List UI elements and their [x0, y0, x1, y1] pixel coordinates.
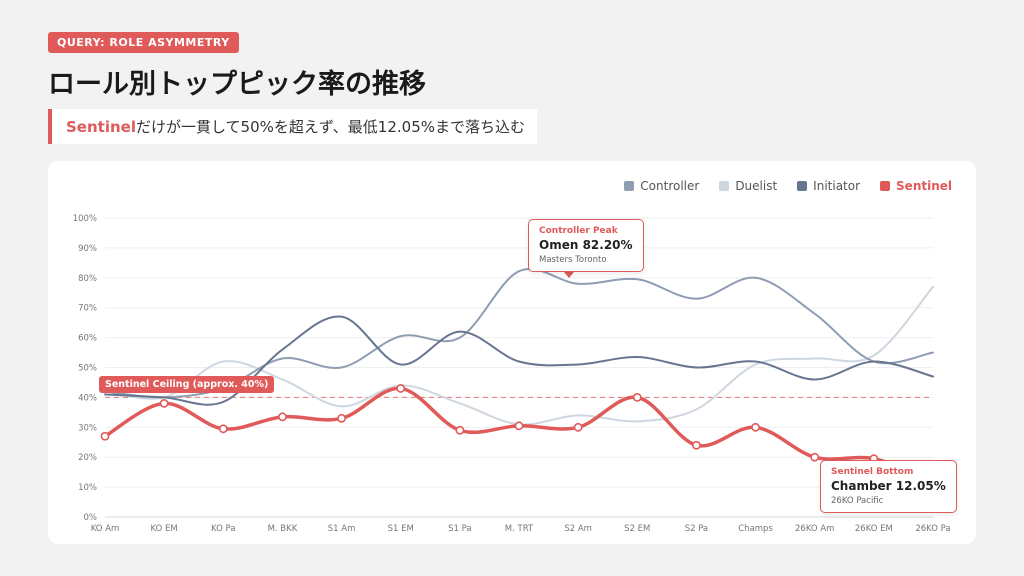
y-tick-label: 90%	[78, 244, 97, 254]
sentinel-point	[218, 424, 228, 434]
sentinel-bottom-event: 26KO Pacific	[831, 496, 884, 506]
x-tick-label: 26KO EM	[855, 524, 893, 534]
sentinel-point	[159, 398, 169, 408]
line-chart: 0% 10% 20% 30% 40% 50% 60% 70% 80% 90% 100% KO Am KO…	[73, 214, 951, 534]
legend-item-duelist[interactable]: Duelist	[719, 179, 777, 193]
x-tick-label: KO EM	[151, 524, 178, 534]
sentinel-point	[751, 422, 760, 432]
legend-swatch-initiator	[797, 181, 808, 191]
x-tick-label: S2 Am	[564, 524, 592, 534]
sentinel-point	[810, 452, 820, 462]
x-tick-label: S1 Am	[328, 524, 356, 534]
sentinel-point	[573, 422, 583, 432]
y-tick-label: 60%	[78, 334, 97, 344]
legend-item-sentinel[interactable]: Sentinel	[880, 179, 952, 193]
x-tick-label: S2 Pa	[685, 524, 708, 534]
series-line-controller	[104, 268, 934, 399]
y-tick-label: 70%	[78, 304, 97, 314]
sentinel-point	[278, 412, 287, 422]
x-tick-label: Champs	[738, 524, 773, 534]
sentinel-point	[100, 431, 110, 441]
legend-label-controller: Controller	[640, 179, 700, 193]
sentinel-point	[455, 425, 465, 435]
y-tick-label: 0%	[84, 513, 98, 523]
y-tick-label: 30%	[78, 423, 97, 433]
x-tick-label: M. BKK	[268, 524, 298, 534]
legend-swatch-sentinel	[880, 181, 891, 191]
x-tick-label: S2 EM	[624, 524, 650, 534]
subtitle: Sentinelだけが一貫して50%を超えず、最低12.05%まで落ち込む	[48, 109, 538, 144]
chart-card: 0% 10% 20% 30% 40% 50% 60% 70% 80% 90% 100% KO Am KO…	[48, 161, 976, 544]
subtitle-highlight: Sentinel	[66, 118, 136, 136]
sentinel-bottom-title: Sentinel Bottom	[831, 467, 914, 477]
sentinel-point	[337, 413, 346, 423]
sentinel-point	[632, 392, 642, 402]
controller-peak-event: Masters Toronto	[539, 255, 607, 265]
series-line-sentinel	[103, 386, 935, 483]
legend-label-duelist: Duelist	[735, 179, 778, 193]
sentinel-point	[692, 440, 701, 450]
y-tick-label: 50%	[78, 364, 97, 374]
sentinel-bottom-value: Chamber 12.05%	[831, 479, 946, 493]
callout-pointer	[564, 272, 574, 278]
chart-legend: Controller Duelist Initiator Sentinel	[624, 179, 952, 193]
x-tick-label: 26KO Pa	[915, 524, 950, 534]
sentinel-point	[396, 384, 406, 393]
legend-item-initiator[interactable]: Initiator	[797, 179, 860, 193]
sentinel-bottom-callout: Sentinel Bottom Chamber 12.05% 26KO Paci…	[820, 460, 957, 513]
query-badge: QUERY: ROLE ASYMMETRY	[48, 32, 239, 53]
y-tick-label: 80%	[78, 274, 97, 284]
y-tick-label: 10%	[78, 483, 97, 493]
legend-swatch-duelist	[719, 181, 730, 191]
controller-peak-title: Controller Peak	[539, 226, 618, 236]
subtitle-text: だけが一貫して50%を超えず、最低12.05%まで落ち込む	[135, 118, 526, 136]
controller-peak-value: Omen 82.20%	[539, 238, 633, 252]
x-tick-label: KO Am	[91, 524, 120, 534]
x-tick-label: 26KO Am	[795, 524, 834, 534]
sentinel-ceiling-label: Sentinel Ceiling (approx. 40%)	[99, 376, 275, 393]
legend-label-initiator: Initiator	[813, 179, 861, 193]
legend-label-sentinel: Sentinel	[896, 179, 952, 193]
legend-swatch-controller	[624, 181, 635, 191]
legend-item-controller[interactable]: Controller	[624, 179, 699, 193]
x-tick-label: M. TRT	[505, 524, 534, 534]
sentinel-point	[514, 421, 524, 431]
page-title: ロール別トップピック率の推移	[48, 69, 426, 100]
y-tick-label: 40%	[78, 393, 97, 403]
y-tick-label: 20%	[78, 453, 97, 463]
x-tick-label: S1 EM	[388, 524, 414, 534]
x-tick-label: KO Pa	[211, 524, 235, 534]
y-tick-label: 100%	[73, 214, 97, 224]
controller-peak-callout: Controller Peak Omen 82.20% Masters Toro…	[528, 219, 644, 272]
x-tick-label: S1 Pa	[448, 524, 471, 534]
